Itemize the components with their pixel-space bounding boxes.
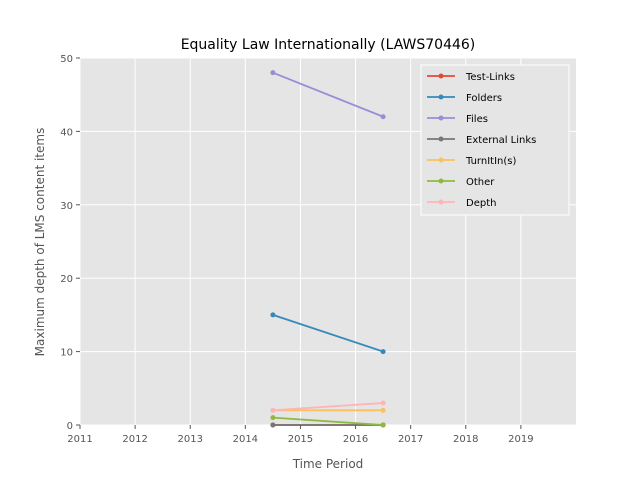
y-tick-label: 40 [60, 127, 73, 138]
series-line-folders [272, 314, 384, 353]
series-group [270, 70, 386, 428]
data-point-folders [270, 312, 276, 318]
y-tick-label: 10 [60, 348, 73, 359]
legend-marker [438, 94, 444, 100]
x-tick-label: 2011 [67, 434, 92, 445]
legend-marker [438, 136, 444, 142]
legend-box [420, 64, 570, 216]
legend-label: Folders [466, 93, 502, 104]
y-tick-label: 0 [67, 421, 73, 432]
x-tick-label: 2012 [122, 434, 147, 445]
series-line-files [272, 71, 384, 118]
legend-label: Other [466, 177, 495, 188]
chart-title: Equality Law Internationally (LAWS70446) [181, 37, 476, 53]
legend-marker [438, 115, 444, 121]
data-point-depth [380, 400, 386, 406]
x-tick-label: 2016 [343, 434, 368, 445]
legend-marker [438, 73, 444, 79]
legend-marker [438, 178, 444, 184]
data-point-folders [380, 349, 386, 355]
x-tick-label: 2015 [288, 434, 313, 445]
y-axis-label: Maximum depth of LMS content items [33, 128, 47, 357]
x-tick-label: 2014 [233, 434, 258, 445]
y-tick-label: 50 [60, 54, 73, 65]
x-tick-label: 2013 [177, 434, 202, 445]
x-axis-label: Time Period [292, 457, 364, 471]
data-point-other [270, 415, 276, 421]
legend: Test-Links Folders Files External Links Turn… [420, 64, 570, 216]
legend-marker [438, 199, 444, 205]
x-tick-label: 2017 [398, 434, 423, 445]
y-tick-label: 30 [60, 201, 73, 212]
x-axis-ticks: 2011 2012 2013 2014 2015 2016 2017 2018 2019 [67, 425, 534, 445]
legend-marker [438, 157, 444, 163]
data-point-other [380, 422, 386, 428]
legend-label: TurnItIn(s) [465, 156, 516, 167]
y-axis-ticks: 0 10 20 30 40 50 [60, 54, 80, 432]
legend-label: Files [466, 114, 488, 125]
y-tick-label: 20 [60, 274, 73, 285]
data-point-files [270, 70, 276, 76]
data-point-files [380, 114, 386, 120]
series-line-depth [272, 402, 384, 412]
data-point-external-links [270, 422, 276, 428]
legend-label: Depth [466, 198, 496, 209]
legend-label: Test-Links [465, 72, 515, 83]
series-line-other [272, 416, 384, 426]
data-point-depth [270, 407, 276, 413]
legend-label: External Links [466, 135, 536, 146]
x-tick-label: 2019 [508, 434, 533, 445]
data-point-turnitin-s [380, 407, 386, 413]
x-tick-label: 2018 [453, 434, 478, 445]
